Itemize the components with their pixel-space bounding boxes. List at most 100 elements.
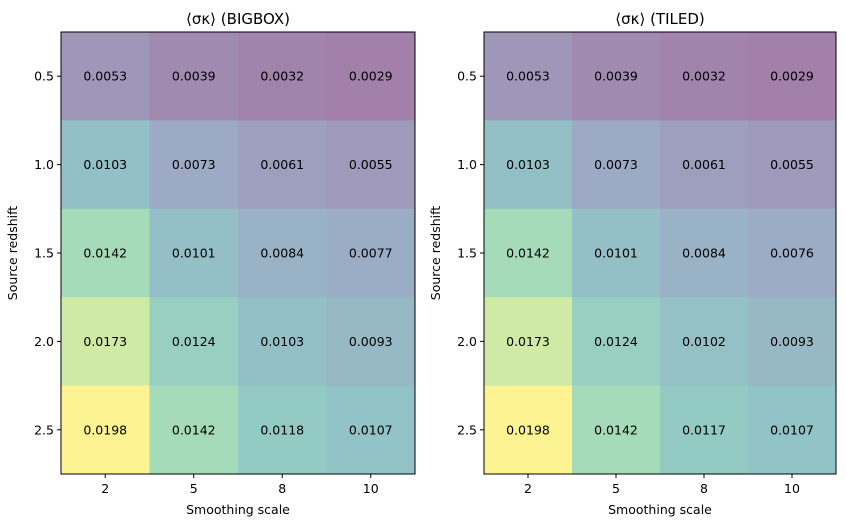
cell-value-label: 0.0029 [770, 69, 814, 84]
cell-value-label: 0.0173 [83, 334, 127, 349]
cell-value-label: 0.0103 [260, 334, 304, 349]
heatmap-cell [660, 32, 749, 121]
cell-value-label: 0.0055 [770, 157, 814, 172]
x-axis-ticks: 2 5 8 10 [524, 474, 800, 496]
heatmap-cell [572, 297, 661, 387]
heatmap-cell [326, 385, 416, 475]
cell-value-label: 0.0032 [682, 69, 726, 84]
y-tick-label: 1.5 [34, 246, 54, 261]
x-tick-label: 5 [190, 481, 198, 496]
cell-value-label: 0.0198 [506, 422, 550, 437]
heatmap-cell [748, 120, 837, 210]
cell-value-label: 0.0117 [682, 422, 726, 437]
heatmap-cell [238, 297, 327, 387]
x-axis-label: Smoothing scale [608, 502, 712, 517]
x-tick-label: 10 [363, 481, 379, 496]
heatmap-cell [326, 120, 416, 210]
cell-value-label: 0.0142 [172, 422, 216, 437]
cell-value-label: 0.0142 [506, 246, 550, 261]
cell-value-label: 0.0124 [594, 334, 638, 349]
heatmap-cell [61, 208, 150, 298]
heatmap-cell [484, 208, 573, 298]
cell-value-label: 0.0039 [594, 69, 638, 84]
x-tick-label: 2 [524, 481, 532, 496]
heatmap-cell [660, 208, 749, 298]
x-tick-label: 10 [784, 481, 800, 496]
cell-value-label: 0.0173 [506, 334, 550, 349]
heatmap-cell [61, 32, 150, 121]
cell-value-label: 0.0077 [349, 246, 393, 261]
cell-value-label: 0.0084 [682, 246, 726, 261]
heatmap-cell [238, 208, 327, 298]
y-axis-ticks: 0.5 1.0 1.5 2.0 2.5 [457, 69, 484, 437]
heatmap-cell [660, 120, 749, 210]
heatmap-cell [61, 297, 150, 387]
cell-value-label: 0.0073 [172, 157, 216, 172]
cell-value-label: 0.0142 [594, 422, 638, 437]
cell-labels: 0.0053 0.0039 0.0032 0.0029 0.0103 0.0073 0.00… [506, 69, 814, 438]
y-axis-label: Source redshift [5, 206, 20, 300]
heatmap-cell [149, 385, 239, 475]
heatmap-cell [149, 297, 239, 387]
cell-value-label: 0.0103 [83, 157, 127, 172]
cell-labels: 0.0053 0.0039 0.0032 0.0029 0.0103 0.0073 0.00… [83, 69, 392, 438]
chart-title: ⟨σκ⟩ (TILED) [615, 10, 705, 28]
heatmap-cell [572, 120, 661, 210]
cell-value-label: 0.0101 [594, 246, 638, 261]
heatmap-panel-bigbox: 0.0053 0.0039 0.0032 0.0029 0.0103 0.0073 0.00… [5, 10, 416, 517]
cell-value-label: 0.0107 [770, 422, 814, 437]
heatmap-cell [326, 297, 416, 387]
heatmap-cell [238, 120, 327, 210]
heatmap-cell [484, 297, 573, 387]
x-tick-label: 8 [700, 481, 708, 496]
heatmap-cell [61, 120, 150, 210]
y-tick-label: 2.0 [34, 334, 54, 349]
cell-value-label: 0.0061 [682, 157, 726, 172]
cell-value-label: 0.0093 [349, 334, 393, 349]
x-tick-label: 8 [278, 481, 286, 496]
heatmap-cell [484, 385, 573, 475]
cell-value-label: 0.0073 [594, 157, 638, 172]
chart-title: ⟨σκ⟩ (BIGBOX) [186, 10, 290, 28]
cell-value-label: 0.0055 [349, 157, 393, 172]
heatmap-cell [660, 385, 749, 475]
y-tick-label: 0.5 [34, 69, 54, 84]
heatmap-cell [660, 297, 749, 387]
heatmap-cell [238, 385, 327, 475]
y-tick-label: 0.5 [457, 69, 477, 84]
cell-value-label: 0.0032 [260, 69, 304, 84]
cell-value-label: 0.0039 [172, 69, 216, 84]
heatmap-cells [61, 32, 416, 475]
heatmap-cell [326, 32, 416, 121]
y-tick-label: 2.5 [457, 422, 477, 437]
heatmap-cell [149, 208, 239, 298]
cell-value-label: 0.0101 [172, 246, 216, 261]
heatmap-cell [572, 208, 661, 298]
y-axis-ticks: 0.5 1.0 1.5 2.0 2.5 [34, 69, 61, 437]
heatmap-cell [748, 32, 837, 121]
cell-value-label: 0.0142 [83, 246, 127, 261]
x-axis-ticks: 2 5 8 10 [101, 474, 379, 496]
heatmap-cell [61, 385, 150, 475]
heatmap-cell [484, 120, 573, 210]
cell-value-label: 0.0124 [172, 334, 216, 349]
x-tick-label: 5 [612, 481, 620, 496]
heatmap-cell [326, 208, 416, 298]
cell-value-label: 0.0103 [506, 157, 550, 172]
heatmap-cell [484, 32, 573, 121]
y-tick-label: 1.5 [457, 246, 477, 261]
heatmap-cells [484, 32, 837, 475]
y-axis-label: Source redshift [428, 206, 443, 300]
y-tick-label: 2.0 [457, 334, 477, 349]
y-tick-label: 1.0 [457, 157, 477, 172]
cell-value-label: 0.0076 [770, 246, 814, 261]
cell-value-label: 0.0118 [260, 422, 304, 437]
cell-value-label: 0.0084 [260, 246, 304, 261]
cell-value-label: 0.0102 [682, 334, 726, 349]
x-axis-label: Smoothing scale [186, 502, 290, 517]
heatmap-cell [572, 32, 661, 121]
heatmap-cell [748, 297, 837, 387]
heatmap-panel-tiled: 0.0053 0.0039 0.0032 0.0029 0.0103 0.0073 0.00… [428, 10, 837, 517]
cell-value-label: 0.0107 [349, 422, 393, 437]
